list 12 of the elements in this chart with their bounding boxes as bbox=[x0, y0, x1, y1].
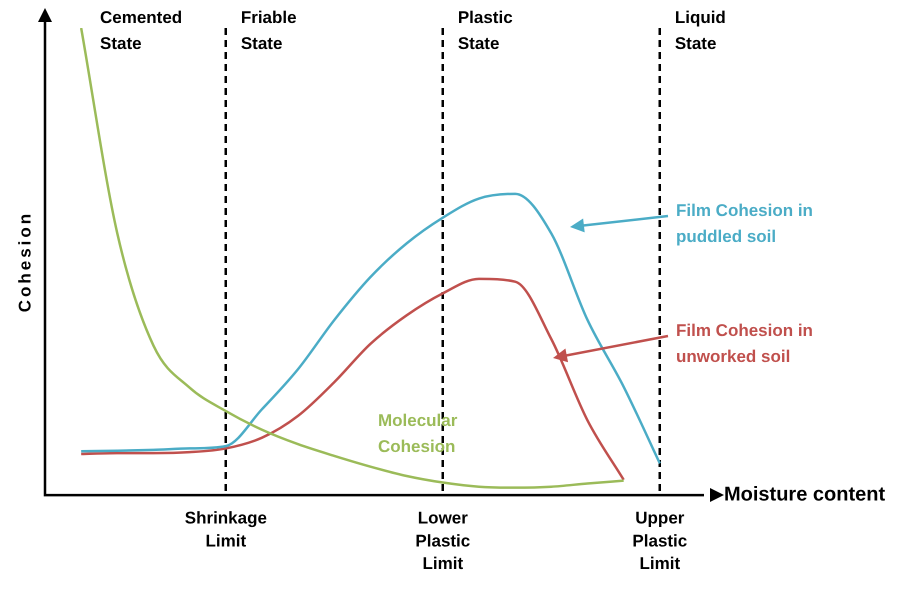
annotation: Plastic State bbox=[458, 8, 513, 54]
y-axis-title: Cohesion bbox=[16, 210, 35, 312]
annotation: Friable State bbox=[240, 8, 297, 54]
annotation: Liquid State bbox=[674, 8, 726, 54]
series-label: Molecular Cohesion bbox=[378, 411, 458, 456]
x-axis-title: Moisture content bbox=[724, 484, 886, 506]
x-tick-label: Upper Plastic Limit bbox=[632, 508, 688, 574]
x-tick-label: Lower Plastic Limit bbox=[415, 508, 470, 574]
x-tick-label: Shrinkage Limit bbox=[184, 508, 267, 550]
annotation: Cemented State bbox=[100, 8, 182, 54]
text: Film Cohesion in unworked soil bbox=[676, 321, 813, 366]
text: Film Cohesion in puddled soil bbox=[676, 201, 813, 246]
